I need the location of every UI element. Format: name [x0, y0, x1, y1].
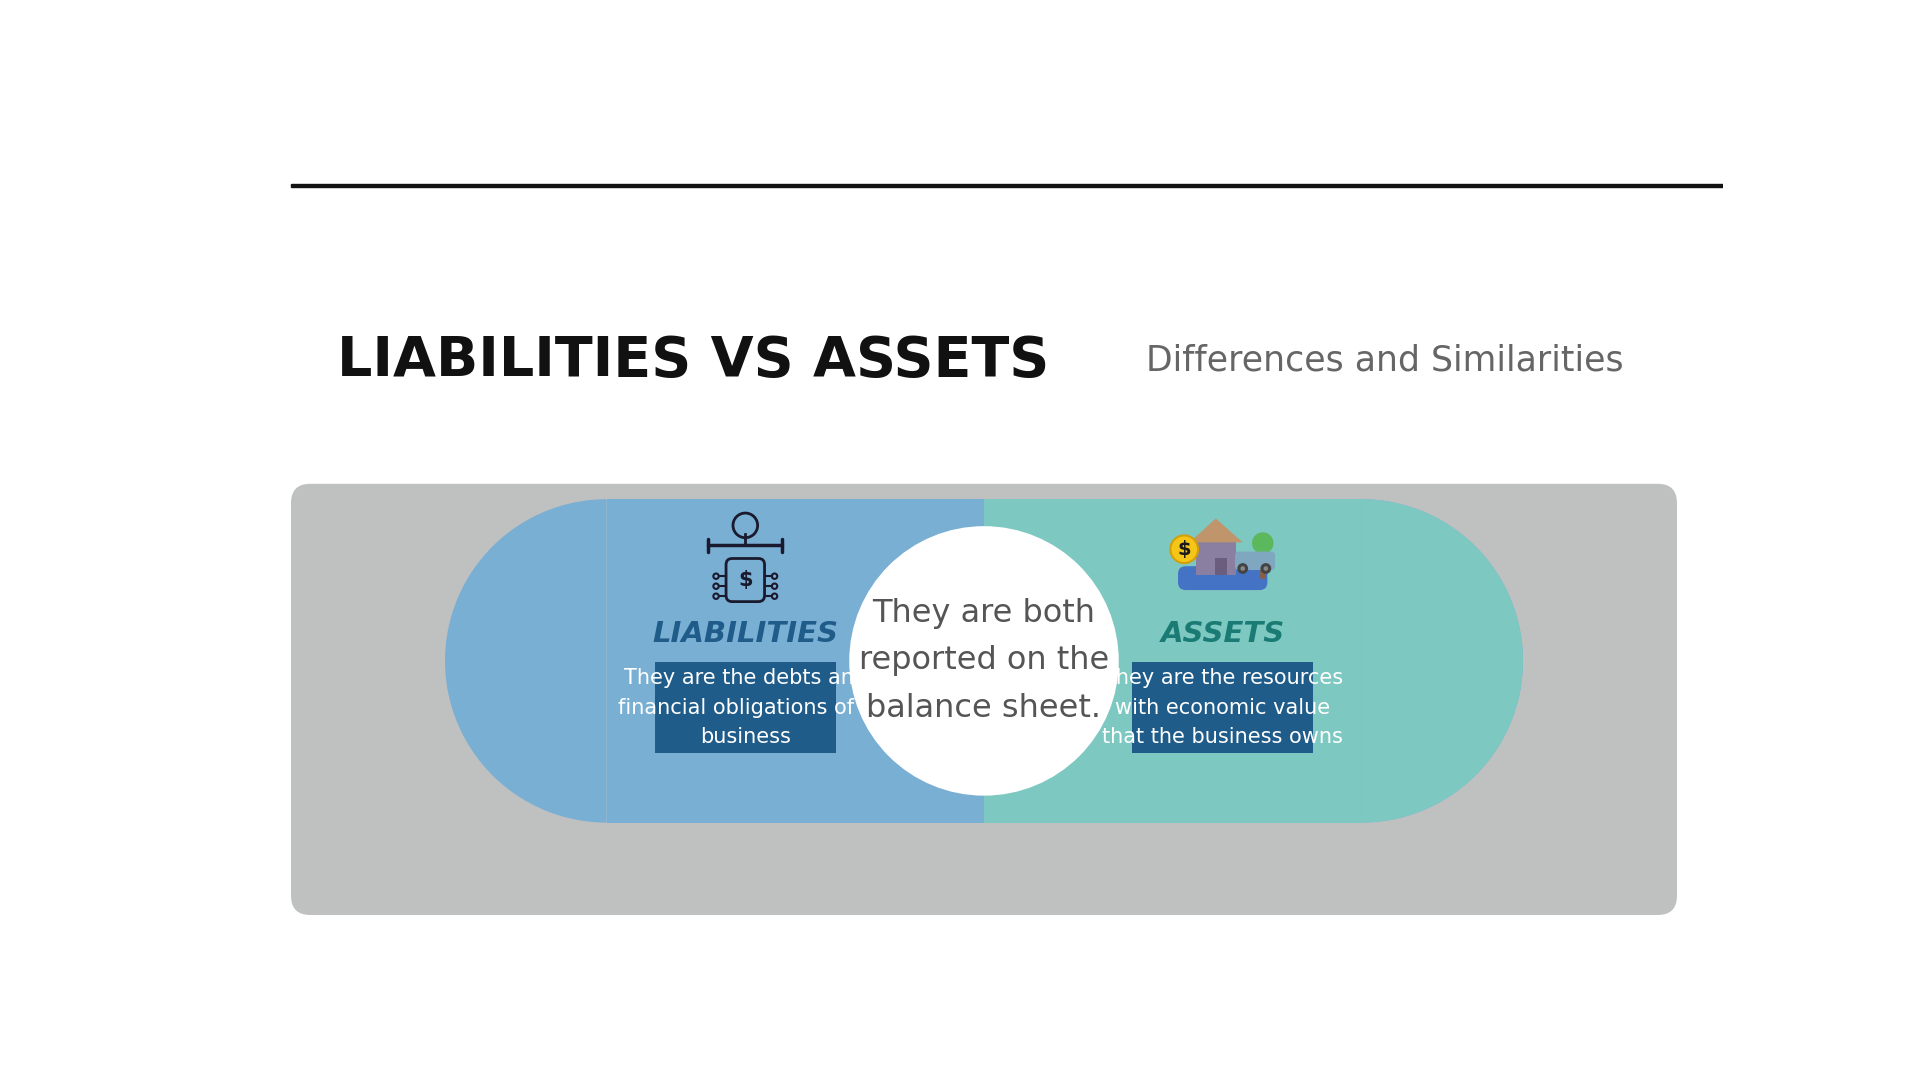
FancyBboxPatch shape: [292, 484, 1676, 915]
Bar: [1215, 557, 1227, 575]
Circle shape: [1236, 563, 1248, 573]
Wedge shape: [1361, 499, 1523, 823]
Text: They are both
reported on the
balance sheet.: They are both reported on the balance sh…: [858, 597, 1110, 725]
FancyBboxPatch shape: [1133, 662, 1313, 754]
Bar: [983, 499, 1361, 823]
Text: LIABILITIES: LIABILITIES: [653, 620, 839, 648]
Bar: [246, 130, 1722, 184]
Bar: [607, 499, 1361, 823]
Circle shape: [1171, 536, 1198, 563]
Wedge shape: [1361, 499, 1523, 823]
Circle shape: [1260, 563, 1271, 573]
Circle shape: [1240, 566, 1244, 571]
Bar: [1196, 542, 1236, 575]
Circle shape: [849, 526, 1119, 796]
Circle shape: [1263, 566, 1267, 571]
Text: LIABILITIES VS ASSETS: LIABILITIES VS ASSETS: [338, 334, 1050, 388]
Bar: [292, 184, 1722, 187]
Polygon shape: [1190, 518, 1242, 542]
Text: They are the debts and
financial obligations of a
business: They are the debts and financial obligat…: [618, 669, 874, 747]
Wedge shape: [445, 499, 607, 823]
Text: $: $: [737, 570, 753, 590]
Text: $: $: [1177, 540, 1190, 558]
FancyBboxPatch shape: [1235, 552, 1275, 570]
Text: They are the resources
with economic value
that the business owns: They are the resources with economic val…: [1102, 669, 1344, 747]
Text: Differences and Similarities: Differences and Similarities: [1146, 343, 1622, 378]
Circle shape: [1252, 532, 1273, 554]
FancyBboxPatch shape: [1179, 566, 1267, 590]
Text: ASSETS: ASSETS: [1160, 620, 1284, 648]
FancyBboxPatch shape: [655, 662, 835, 754]
